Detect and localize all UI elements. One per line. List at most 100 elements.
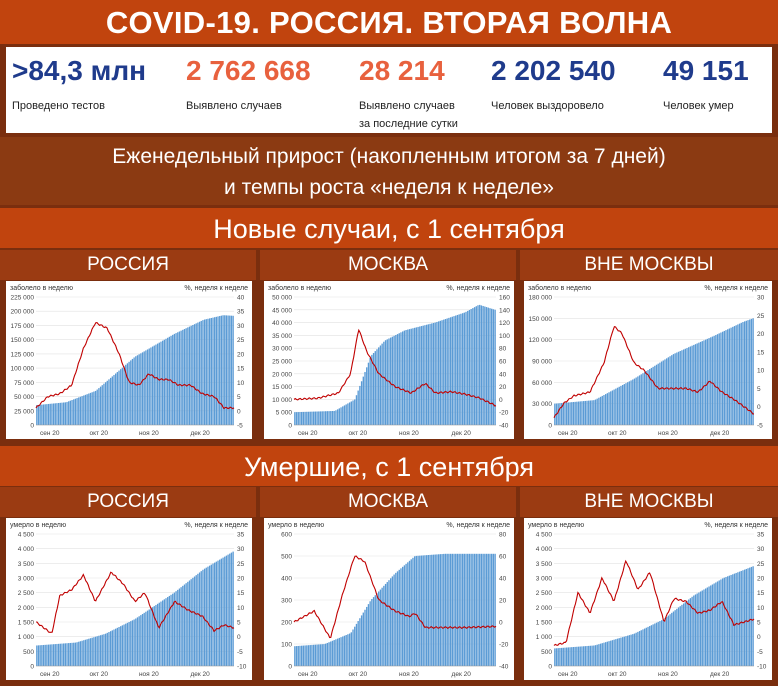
- bar: [183, 584, 186, 666]
- y-tick-label: 500: [23, 649, 34, 656]
- y-tick-label: 0: [30, 423, 34, 430]
- y-tick-label: 500: [541, 649, 552, 656]
- bar: [479, 553, 481, 666]
- bar: [728, 328, 731, 425]
- growth-rate-line: [293, 555, 497, 639]
- x-tick-label: окт 20: [349, 430, 368, 437]
- bar: [557, 648, 559, 666]
- bar: [175, 333, 177, 425]
- bar: [214, 317, 216, 425]
- bar: [190, 579, 192, 666]
- bar: [348, 402, 351, 425]
- bar: [425, 324, 428, 425]
- y2-tick-label: 60: [499, 554, 507, 561]
- bar: [340, 407, 342, 425]
- y2-tick-label: -10: [757, 664, 767, 671]
- bar: [439, 320, 442, 425]
- bar: [738, 323, 741, 425]
- bar: [225, 315, 228, 425]
- bar: [343, 405, 346, 425]
- bar: [318, 411, 320, 425]
- bar: [331, 640, 334, 666]
- bar: [312, 644, 315, 666]
- bar: [463, 312, 465, 425]
- y-tick-label: 500: [281, 554, 292, 561]
- bar: [390, 578, 392, 666]
- bar: [485, 553, 488, 666]
- stat-label-line1: Выявлено случаев: [359, 100, 455, 112]
- bar: [294, 412, 296, 425]
- y2-tick-label: -5: [757, 423, 763, 430]
- bar: [725, 330, 727, 425]
- bar: [104, 633, 107, 666]
- y2-tick-label: 20: [237, 576, 245, 583]
- bar: [647, 626, 649, 666]
- bar: [120, 626, 122, 666]
- bar: [401, 566, 404, 666]
- bar: [667, 615, 670, 666]
- bar: [608, 641, 610, 666]
- bar: [364, 371, 366, 425]
- bar: [190, 325, 192, 425]
- bar: [111, 630, 113, 666]
- bar: [415, 327, 418, 425]
- bar: [706, 338, 709, 425]
- y2-tick-label: 30: [757, 546, 765, 553]
- bar: [59, 402, 61, 425]
- bar: [307, 411, 310, 425]
- bar: [205, 319, 207, 425]
- bar: [219, 559, 221, 666]
- bar: [395, 572, 397, 666]
- bar: [343, 635, 346, 666]
- bar: [165, 598, 167, 666]
- bar: [83, 395, 85, 425]
- bar: [676, 608, 678, 666]
- stat-label: Проведено тестов: [12, 100, 105, 112]
- bar: [686, 347, 688, 425]
- bar: [569, 647, 571, 666]
- x-tick-label: дек 20: [452, 430, 472, 437]
- section-deaths: Умершие, с 1 сентября: [0, 446, 778, 486]
- bar: [638, 631, 641, 666]
- bar: [37, 404, 40, 425]
- bar: [109, 631, 112, 666]
- bar: [704, 588, 707, 666]
- bar: [703, 340, 705, 425]
- bar: [335, 410, 337, 425]
- x-tick-label: дек 20: [452, 671, 472, 678]
- bar: [378, 591, 380, 666]
- y2-tick-label: 40: [499, 576, 507, 583]
- column-title-russia: РОССИЯ: [0, 250, 256, 280]
- bar: [81, 640, 83, 666]
- x-tick-label: дек 20: [710, 671, 730, 678]
- y-tick-label: 150 000: [11, 337, 35, 344]
- bar: [299, 412, 301, 425]
- bar: [355, 395, 358, 425]
- bar: [652, 624, 654, 666]
- bar: [138, 616, 140, 666]
- bar: [130, 621, 132, 666]
- bar: [429, 554, 431, 666]
- bar: [396, 571, 399, 666]
- bar: [395, 334, 397, 425]
- bar: [491, 553, 493, 666]
- bar: [316, 644, 318, 666]
- bar: [713, 335, 715, 425]
- bar: [400, 568, 402, 666]
- bar: [345, 404, 347, 425]
- chart-deaths-russia: умерло в неделю %, неделя к неделе 0 500 1 0…: [6, 518, 252, 680]
- stat-label-line2: за последние сутки: [359, 118, 458, 130]
- bar: [594, 645, 597, 666]
- bar: [415, 555, 418, 666]
- bar: [473, 553, 476, 666]
- bar: [98, 388, 100, 425]
- bar: [135, 356, 137, 425]
- bar: [417, 555, 419, 666]
- bar: [461, 313, 464, 425]
- bar: [643, 628, 646, 666]
- y2-axis-label: %, неделя к неделе: [704, 285, 768, 292]
- bar: [297, 412, 299, 425]
- bar: [732, 326, 734, 425]
- bar: [621, 384, 624, 425]
- bar: [229, 315, 231, 425]
